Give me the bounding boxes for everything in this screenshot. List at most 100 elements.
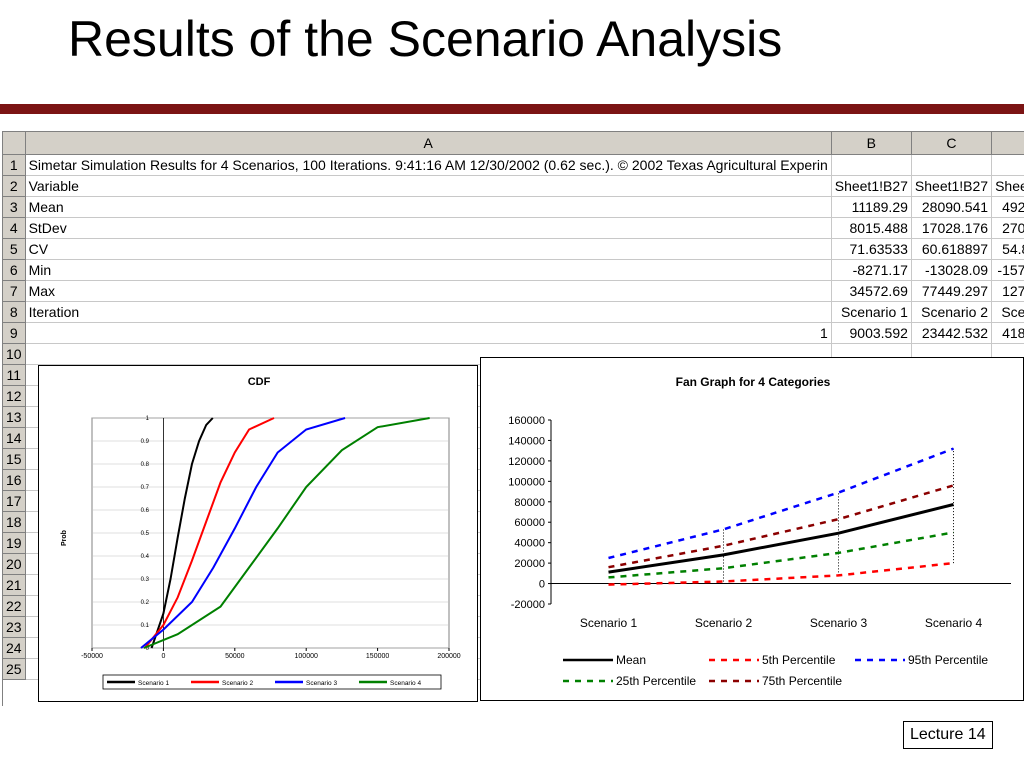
row-header[interactable]: 4: [3, 217, 26, 239]
row-header[interactable]: 11: [3, 364, 26, 386]
x-tick-label: 50000: [225, 653, 245, 660]
sheet-cell[interactable]: Min: [25, 259, 832, 281]
row-header[interactable]: 21: [3, 574, 26, 596]
sheet-cell[interactable]: Sheet1!B27: [911, 175, 993, 197]
x-tick-label: 0: [161, 653, 165, 660]
legend-label: Mean: [616, 653, 646, 667]
sheet-cell[interactable]: [991, 154, 1024, 176]
row-header[interactable]: 2: [3, 175, 26, 197]
row-header[interactable]: 9: [3, 322, 26, 344]
sheet-cell[interactable]: Scenario 3: [991, 301, 1024, 323]
series-line: [608, 503, 954, 574]
sheet-row: 3Mean11189.2928090.54149273.73877348.887…: [3, 196, 1024, 218]
y-tick-label: 0.6: [141, 508, 150, 514]
sheet-cell[interactable]: CV: [25, 238, 832, 260]
row-header[interactable]: 13: [3, 406, 26, 428]
sheet-cell[interactable]: Mean: [25, 196, 832, 218]
sheet-cell[interactable]: 71.63533: [831, 238, 912, 260]
row-header[interactable]: 5: [3, 238, 26, 260]
sheet-cell[interactable]: -13028.09: [911, 259, 993, 281]
sheet-cell[interactable]: Iteration: [25, 301, 832, 323]
column-header-c[interactable]: C: [911, 132, 993, 155]
row-header[interactable]: 6: [3, 259, 26, 281]
x-tick-label: Scenario 1: [580, 616, 638, 630]
sheet-cell[interactable]: Variable: [25, 175, 832, 197]
sheet-cell[interactable]: Scenario 2: [911, 301, 993, 323]
sheet-cell[interactable]: 27040.453: [991, 217, 1024, 239]
row-header[interactable]: 24: [3, 637, 26, 659]
column-header-a[interactable]: A: [25, 132, 832, 155]
column-header-d[interactable]: D: [991, 132, 1024, 155]
y-tick-label: 0.2: [141, 600, 150, 606]
row-header[interactable]: 10: [3, 343, 26, 365]
series-line: [608, 484, 954, 569]
chart-title: CDF: [248, 376, 271, 388]
sheet-cell[interactable]: 11189.29: [831, 196, 912, 218]
y-tick-label: 0: [146, 646, 150, 652]
sheet-cell[interactable]: 9003.592: [831, 322, 912, 344]
sheet-cell[interactable]: 34572.69: [831, 280, 912, 302]
row-header[interactable]: 8: [3, 301, 26, 323]
row-header[interactable]: 16: [3, 469, 26, 491]
y-tick-label: 0.3: [141, 577, 150, 583]
sheet-cell[interactable]: 8015.488: [831, 217, 912, 239]
row-header[interactable]: 1: [3, 154, 26, 176]
row-header[interactable]: 7: [3, 280, 26, 302]
row-header[interactable]: 15: [3, 448, 26, 470]
row-header[interactable]: 20: [3, 553, 26, 575]
sheet-cell[interactable]: 28090.541: [911, 196, 993, 218]
sheet-cell[interactable]: 23442.532: [911, 322, 993, 344]
x-tick-label: Scenario 3: [810, 616, 868, 630]
y-axis-label: Prob: [61, 530, 68, 546]
legend-label: 25th Percentile: [616, 674, 696, 688]
row-header[interactable]: 17: [3, 490, 26, 512]
sheet-cell[interactable]: [831, 154, 912, 176]
sheet-cell[interactable]: 77449.297: [911, 280, 993, 302]
y-tick-label: 160000: [508, 415, 545, 427]
x-tick-label: 200000: [437, 653, 460, 660]
sheet-cell[interactable]: Sheet1!B27: [831, 175, 912, 197]
fan-graph-chart[interactable]: Fan Graph for 4 Categories -20000 0 20000 40…: [480, 357, 1024, 701]
sheet-cell[interactable]: -8271.17: [831, 259, 912, 281]
row-header[interactable]: 19: [3, 532, 26, 554]
sheet-cell[interactable]: 1: [25, 322, 832, 344]
legend-label: Scenario 4: [390, 680, 421, 687]
sheet-cell[interactable]: 60.618897: [911, 238, 993, 260]
sheet-cell[interactable]: 127199.81: [991, 280, 1024, 302]
cdf-chart[interactable]: CDF 0 0.1 0.2 0.3 0.4 0.5 0.6 0.7 0.8 0.9 1 -50000 0 5…: [38, 365, 478, 702]
legend-label: Scenario 3: [306, 680, 337, 687]
chart-title: Fan Graph for 4 Categories: [676, 375, 831, 389]
sheet-row: 919003.59223442.53241886.82266946.461100…: [3, 322, 1024, 344]
sheet-cell[interactable]: Simetar Simulation Results for 4 Scenari…: [25, 154, 832, 176]
y-tick-label: 0.7: [141, 485, 150, 491]
row-header[interactable]: 22: [3, 595, 26, 617]
sheet-cell[interactable]: -15700.756: [991, 259, 1024, 281]
legend-label: 75th Percentile: [762, 674, 842, 688]
sheet-cell[interactable]: Scenario 1: [831, 301, 912, 323]
sheet-cell[interactable]: Max: [25, 280, 832, 302]
sheet-cell[interactable]: Sheet1!B27: [991, 175, 1024, 197]
sheet-cell[interactable]: StDev: [25, 217, 832, 239]
row-header[interactable]: 18: [3, 511, 26, 533]
row-header[interactable]: 25: [3, 658, 26, 680]
sheet-cell[interactable]: 41886.822: [991, 322, 1024, 344]
row-header[interactable]: 12: [3, 385, 26, 407]
lecture-label: Lecture 14: [903, 721, 993, 749]
x-tick-label: 100000: [295, 653, 318, 660]
sheet-cell[interactable]: 54.878022: [991, 238, 1024, 260]
column-header-b[interactable]: B: [831, 132, 912, 155]
sheet-cell[interactable]: 49273.738: [991, 196, 1024, 218]
y-tick-label: 120000: [508, 456, 545, 468]
sheet-cell[interactable]: [911, 154, 993, 176]
sheet-row: 4StDev8015.48817028.17627040.45338054.20…: [3, 217, 1024, 239]
y-tick-label: 60000: [514, 517, 545, 529]
select-all-corner[interactable]: [3, 132, 26, 155]
sheet-row: 6Min-8271.17-13028.09-15700.756-13679.17…: [3, 259, 1024, 281]
sheet-cell[interactable]: 17028.176: [911, 217, 993, 239]
x-tick-label: 150000: [366, 653, 389, 660]
sheet-row: 7Max34572.6977449.297127199.81186434.231…: [3, 280, 1024, 302]
row-header[interactable]: 14: [3, 427, 26, 449]
row-header[interactable]: 23: [3, 616, 26, 638]
row-header[interactable]: 3: [3, 196, 26, 218]
y-tick-label: 0: [539, 579, 545, 591]
